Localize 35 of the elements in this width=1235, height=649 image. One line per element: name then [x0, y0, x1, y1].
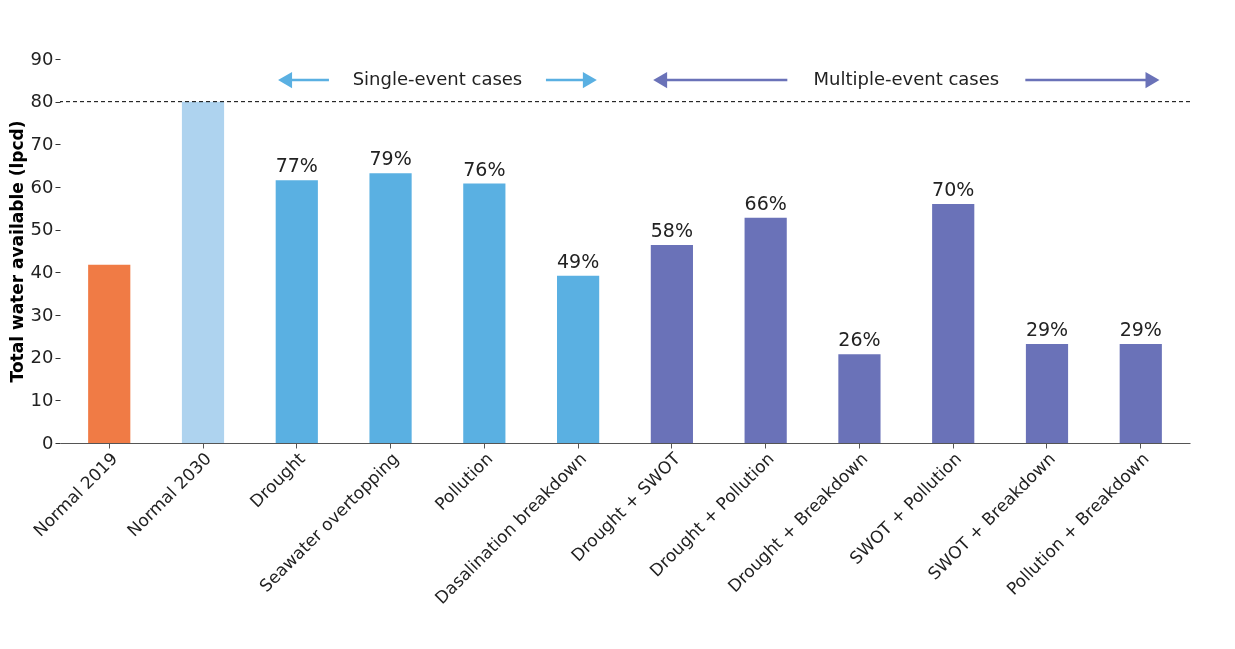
- y-tick-label: 10: [30, 388, 54, 410]
- y-tick-label: 0: [42, 431, 54, 453]
- annotation: 79%: [369, 147, 412, 170]
- annotation: Multiple-event cases: [813, 68, 1000, 90]
- y-tick-label: 80: [30, 90, 54, 112]
- bar: [838, 354, 881, 443]
- bar: [557, 275, 600, 443]
- bar: [932, 204, 975, 443]
- y-tick-label: 30: [30, 303, 54, 325]
- y-tick-label: 50: [30, 218, 54, 240]
- annotation: 29%: [1119, 318, 1162, 341]
- bar: [650, 245, 693, 443]
- annotation: 77%: [275, 154, 318, 177]
- bar: [369, 173, 412, 443]
- annotation: 26%: [838, 328, 881, 351]
- bar: [744, 217, 787, 443]
- bar: [88, 264, 131, 443]
- annotation: 58%: [650, 219, 694, 242]
- bar: [181, 101, 225, 443]
- annotation: 70%: [932, 178, 975, 201]
- annotation: 29%: [1025, 318, 1069, 341]
- y-axis-title: Total water available (lpcd): [6, 120, 27, 383]
- y-tick-label: 60: [30, 175, 54, 197]
- y-tick-label: 20: [30, 346, 54, 368]
- bar: [275, 180, 318, 443]
- y-tick-label: 40: [30, 260, 54, 282]
- annotation: 49%: [556, 249, 600, 272]
- annotation: 66%: [744, 191, 787, 214]
- bar: [1119, 344, 1162, 443]
- annotation: 76%: [463, 157, 506, 180]
- y-tick-label: 70: [30, 132, 54, 154]
- bar: [1025, 344, 1069, 443]
- annotation: Single-event cases: [352, 68, 523, 90]
- bar: [463, 183, 506, 443]
- y-tick-label: 90: [30, 47, 54, 69]
